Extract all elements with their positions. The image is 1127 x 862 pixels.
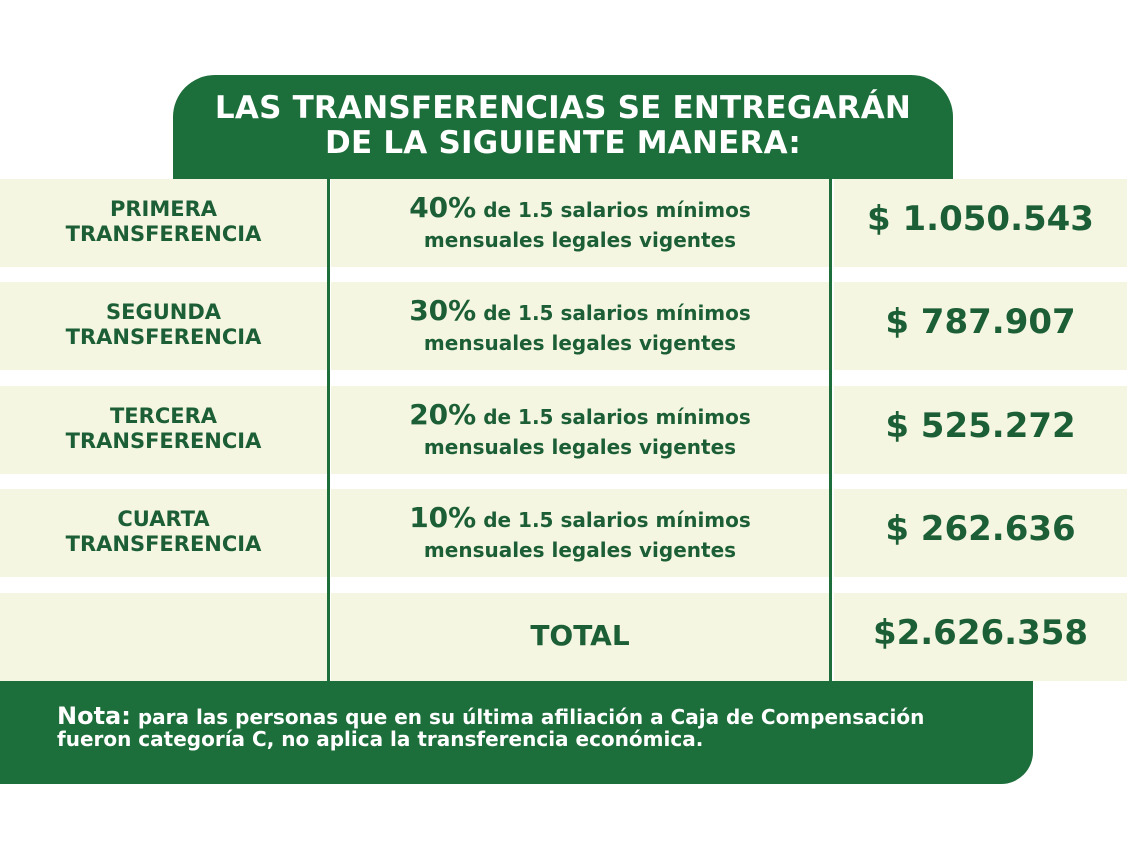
transfer-description-line2: mensuales legales vigentes — [423, 538, 737, 562]
transfer-word: TRANSFERENCIA — [65, 532, 262, 556]
amount-cell — [834, 386, 1127, 474]
total-row: TOTAL $2.626.358 — [0, 593, 1127, 681]
transfer-amount: $ 787.907 — [885, 302, 1076, 342]
transfer-ordinal: TERCERA — [109, 404, 218, 428]
transfer-word: TRANSFERENCIA — [65, 222, 262, 246]
transfer-percent: 40% — [409, 191, 477, 224]
note-text-line2: fueron categoría C, no aplica la transfe… — [57, 727, 704, 751]
table-row: CUARTA TRANSFERENCIA 10% de 1.5 salarios… — [0, 489, 1127, 577]
header-title-line1: LAS TRANSFERENCIAS SE ENTREGARÁN — [214, 90, 912, 126]
transfer-description-rest: de 1.5 salarios mínimos — [483, 198, 751, 222]
transfer-percent: 30% — [409, 294, 477, 327]
note-heading: Nota: — [57, 702, 131, 730]
table-row: PRIMERA TRANSFERENCIA 40% de 1.5 salario… — [0, 179, 1127, 267]
amount-cell — [834, 282, 1127, 370]
column-divider — [829, 179, 832, 681]
total-amount: $2.626.358 — [872, 613, 1089, 653]
transfer-description-rest: de 1.5 salarios mínimos — [483, 508, 751, 532]
transfer-description: 10% de 1.5 salarios mínimos mensuales le… — [331, 503, 829, 565]
table-row: SEGUNDA TRANSFERENCIA 30% de 1.5 salario… — [0, 282, 1127, 370]
label-cell — [0, 489, 327, 577]
transfer-label: CUARTA TRANSFERENCIA — [0, 507, 327, 557]
amount-cell — [834, 593, 1127, 681]
transfer-description-line2: mensuales legales vigentes — [423, 435, 737, 459]
transfer-label: SEGUNDA TRANSFERENCIA — [0, 300, 327, 350]
transfer-ordinal: SEGUNDA — [105, 300, 222, 324]
label-cell — [0, 179, 327, 267]
description-cell — [331, 593, 829, 681]
total-label: TOTAL — [530, 619, 630, 652]
transfer-amount: $ 262.636 — [885, 509, 1076, 549]
column-divider — [327, 179, 330, 681]
transfer-description-line2: mensuales legales vigentes — [423, 228, 737, 252]
label-cell — [0, 282, 327, 370]
note-box: Nota: para las personas que en su última… — [0, 681, 1033, 784]
label-cell — [0, 386, 327, 474]
table-header: LAS TRANSFERENCIAS SE ENTREGARÁN DE LA S… — [173, 75, 953, 179]
transfer-word: TRANSFERENCIA — [65, 429, 262, 453]
transfer-amount: $ 525.272 — [885, 406, 1076, 446]
amount-cell — [834, 489, 1127, 577]
description-cell — [331, 282, 829, 370]
note-text-line1: para las personas que en su última afili… — [137, 705, 925, 729]
transfer-label: TERCERA TRANSFERENCIA — [0, 404, 327, 454]
label-cell — [0, 593, 327, 681]
transfer-description: 40% de 1.5 salarios mínimos mensuales le… — [331, 193, 829, 255]
transfer-label: PRIMERA TRANSFERENCIA — [0, 197, 327, 247]
amount-cell — [834, 179, 1127, 267]
transfer-description-line2: mensuales legales vigentes — [423, 331, 737, 355]
description-cell — [331, 386, 829, 474]
transfer-ordinal: PRIMERA — [109, 197, 218, 221]
description-cell — [331, 489, 829, 577]
transfer-percent: 10% — [409, 501, 477, 534]
transfer-description: 20% de 1.5 salarios mínimos mensuales le… — [331, 400, 829, 462]
header-title-line2: DE LA SIGUIENTE MANERA: — [325, 125, 801, 161]
transfer-amount: $ 1.050.543 — [867, 199, 1094, 239]
transfer-description-rest: de 1.5 salarios mínimos — [483, 301, 751, 325]
transfer-description: 30% de 1.5 salarios mínimos mensuales le… — [331, 296, 829, 358]
transfer-description-rest: de 1.5 salarios mínimos — [483, 405, 751, 429]
transfer-ordinal: CUARTA — [117, 507, 210, 531]
description-cell — [331, 179, 829, 267]
transfer-percent: 20% — [409, 398, 477, 431]
transfer-word: TRANSFERENCIA — [65, 325, 262, 349]
table-row: TERCERA TRANSFERENCIA 20% de 1.5 salario… — [0, 386, 1127, 474]
